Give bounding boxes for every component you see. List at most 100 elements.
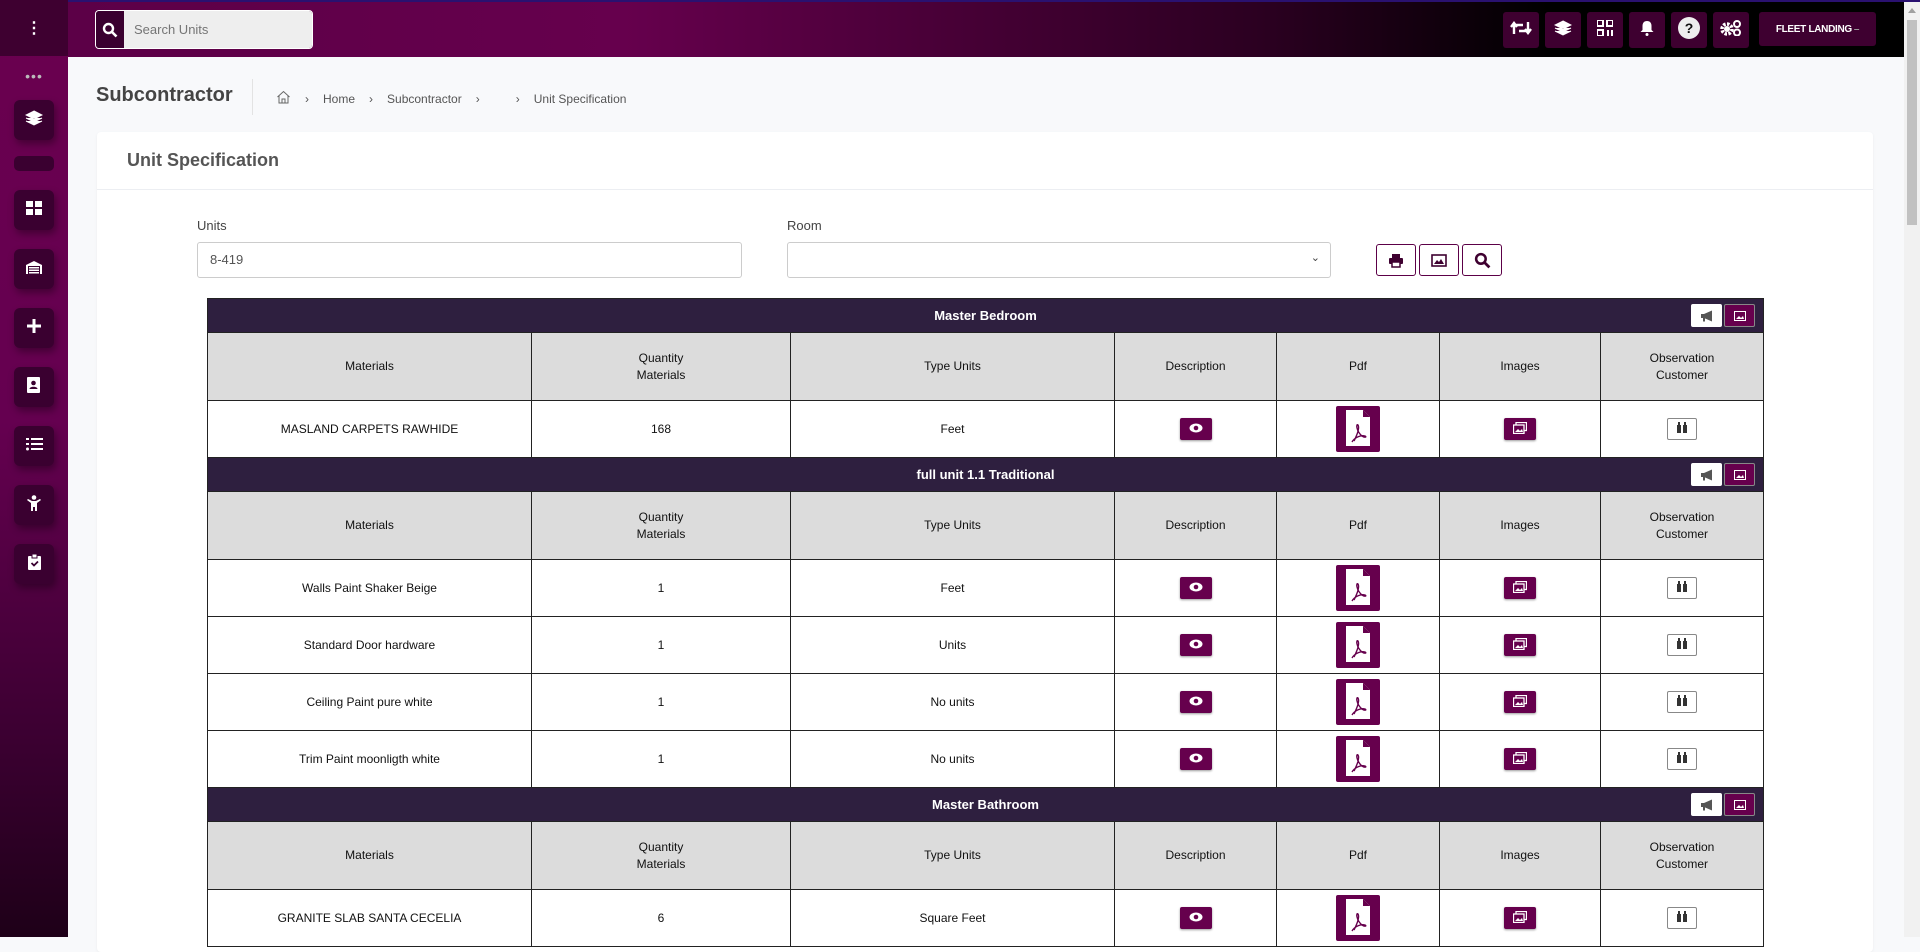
view-description-button[interactable] [1179, 691, 1212, 713]
group-image-button[interactable] [1724, 793, 1755, 816]
sidebar-item-address-book[interactable] [14, 367, 54, 407]
question-button[interactable]: ? [1671, 12, 1707, 48]
sidebar-menu-toggle[interactable]: ⋮ [0, 0, 68, 56]
column-header: Type Units [790, 332, 1115, 401]
column-header: Images [1439, 821, 1601, 890]
page-title: Subcontractor [96, 84, 233, 106]
pdf-button[interactable] [1336, 565, 1380, 611]
cogs-button[interactable] [1713, 12, 1749, 48]
pdf-button[interactable] [1336, 736, 1380, 782]
eye-icon [1189, 581, 1203, 595]
pdf-button[interactable] [1336, 895, 1380, 941]
sidebar-item-layers[interactable] [14, 100, 54, 140]
observation-button[interactable] [1667, 748, 1697, 770]
observation-button[interactable] [1667, 634, 1697, 656]
home-icon[interactable] [276, 90, 291, 107]
view-description-button[interactable] [1179, 577, 1212, 599]
room-label: Room [787, 218, 822, 233]
bell-icon [1640, 20, 1654, 41]
eye-icon [1189, 422, 1203, 436]
search-button[interactable] [1462, 244, 1502, 276]
binoculars-icon [1676, 752, 1688, 766]
type-units-cell: Square Feet [790, 889, 1115, 947]
observation-button[interactable] [1667, 577, 1697, 599]
bullhorn-icon [1691, 463, 1722, 486]
observation-button[interactable] [1667, 418, 1697, 440]
room-select[interactable]: ⌄ [787, 242, 1331, 278]
retweet-button[interactable] [1503, 12, 1539, 48]
images-icon [1512, 910, 1528, 926]
images-icon [1512, 751, 1528, 767]
view-description-button[interactable] [1179, 907, 1212, 929]
breadcrumb-home[interactable]: Home [323, 91, 356, 106]
quantity-cell: 1 [531, 616, 791, 674]
binoculars-icon [1676, 422, 1688, 436]
file-pdf-icon [1344, 898, 1372, 939]
column-header: Type Units [790, 821, 1115, 890]
scrollbar[interactable] [1904, 2, 1920, 937]
images-button[interactable] [1504, 691, 1536, 713]
sidebar-item-warehouse[interactable] [14, 249, 54, 289]
images-icon [1512, 421, 1528, 437]
images-button[interactable] [1504, 577, 1536, 599]
group-header: full unit 1.1 Traditional [207, 457, 1764, 492]
sidebar-item-tasks[interactable] [14, 426, 54, 466]
column-header: Observation Customer [1600, 821, 1764, 890]
material-cell: MASLAND CARPETS RAWHIDE [207, 400, 532, 458]
address-book-icon [27, 376, 41, 398]
qrcode-button[interactable] [1587, 12, 1623, 48]
units-input[interactable]: 8-419 [197, 242, 742, 278]
specification-table: Master Bedroom Materials Quantity Materia… [207, 298, 1764, 947]
chevron-down-icon: ⌄ [1310, 252, 1320, 264]
question-icon: ? [1677, 16, 1701, 45]
column-header: Quantity Materials [531, 491, 791, 560]
user-menu[interactable]: FLEET LANDING – [1759, 12, 1876, 46]
table-row: Standard Door hardware 1 Units [207, 616, 1764, 674]
sidebar-item-th-large[interactable] [14, 190, 54, 230]
bullhorn-icon [1691, 793, 1722, 816]
observation-button[interactable] [1667, 691, 1697, 713]
pdf-button[interactable] [1336, 679, 1380, 725]
table-row: MASLAND CARPETS RAWHIDE 168 Feet [207, 400, 1764, 458]
print-button[interactable] [1376, 244, 1416, 276]
images-button[interactable] [1504, 634, 1536, 656]
image-button[interactable] [1419, 244, 1459, 276]
images-button[interactable] [1504, 418, 1536, 440]
images-button[interactable] [1504, 907, 1536, 929]
search-icon[interactable] [96, 11, 124, 48]
plus-icon [27, 318, 41, 338]
announce-button[interactable] [1691, 463, 1722, 486]
tasks-icon [25, 437, 43, 456]
layers-button[interactable] [1545, 12, 1581, 48]
view-description-button[interactable] [1179, 748, 1212, 770]
image-icon [1725, 793, 1754, 816]
group-image-button[interactable] [1724, 304, 1755, 327]
announce-button[interactable] [1691, 793, 1722, 816]
sidebar-item-child[interactable] [14, 485, 54, 525]
column-header: Description [1114, 491, 1277, 560]
announce-button[interactable] [1691, 304, 1722, 327]
view-description-button[interactable] [1179, 634, 1212, 656]
sidebar-item-clipboard-check[interactable] [14, 544, 54, 584]
column-header: Observation Customer [1600, 491, 1764, 560]
view-description-button[interactable] [1179, 418, 1212, 440]
sidebar: ⋮ ••• [0, 0, 68, 937]
more-icon[interactable]: ••• [25, 68, 43, 84]
observation-button[interactable] [1667, 907, 1697, 929]
quantity-cell: 6 [531, 889, 791, 947]
breadcrumb-subcontractor[interactable]: Subcontractor [387, 91, 462, 106]
group-image-button[interactable] [1724, 463, 1755, 486]
images-button[interactable] [1504, 748, 1536, 770]
pdf-button[interactable] [1336, 406, 1380, 452]
pdf-button[interactable] [1336, 622, 1380, 668]
sidebar-collapsed-item[interactable] [14, 156, 54, 171]
search-input[interactable] [124, 11, 312, 48]
table-row: Trim Paint moonligth white 1 No units [207, 730, 1764, 788]
sidebar-item-plus[interactable] [14, 308, 54, 348]
image-icon [1725, 304, 1754, 327]
th-large-icon [26, 200, 42, 220]
bell-button[interactable] [1629, 12, 1665, 48]
table-row: GRANITE SLAB SANTA CECELIA 6 Square Feet [207, 889, 1764, 947]
column-header: Quantity Materials [531, 332, 791, 401]
column-header: Materials [207, 821, 532, 890]
